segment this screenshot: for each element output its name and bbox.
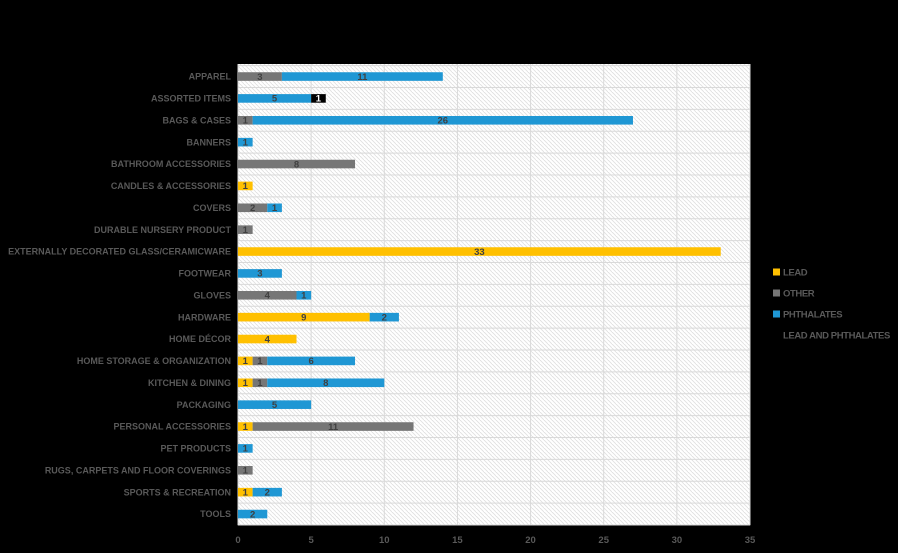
svg-text:KITCHEN & DINING: KITCHEN & DINING [148, 378, 231, 388]
svg-text:BATHROOM ACCESSORIES: BATHROOM ACCESSORIES [111, 159, 231, 169]
svg-text:11: 11 [328, 422, 339, 433]
svg-text:RUGS, CARPETS AND FLOOR COVERI: RUGS, CARPETS AND FLOOR COVERINGS [45, 465, 231, 475]
svg-text:BANNERS: BANNERS [186, 137, 231, 147]
svg-text:PERSONAL ACCESSORIES: PERSONAL ACCESSORIES [113, 422, 231, 432]
svg-text:LEAD: LEAD [783, 267, 808, 278]
svg-text:4: 4 [265, 334, 271, 345]
svg-text:1: 1 [301, 291, 307, 302]
svg-text:30: 30 [672, 535, 683, 546]
svg-text:2: 2 [250, 509, 255, 520]
svg-text:1: 1 [243, 225, 249, 236]
svg-text:35: 35 [745, 535, 756, 546]
svg-text:1: 1 [257, 378, 263, 389]
svg-text:OTHER: OTHER [783, 288, 815, 299]
svg-text:0: 0 [235, 535, 240, 546]
svg-text:1: 1 [243, 444, 249, 455]
svg-text:2: 2 [382, 312, 387, 323]
svg-text:BAGS & CASES: BAGS & CASES [162, 115, 231, 125]
svg-text:1: 1 [243, 116, 249, 127]
svg-text:25: 25 [598, 535, 609, 546]
svg-text:EXTERNALLY DECORATED GLASS/CER: EXTERNALLY DECORATED GLASS/CERAMICWARE [8, 247, 231, 257]
svg-text:2: 2 [250, 203, 255, 214]
svg-text:20: 20 [525, 535, 536, 546]
svg-text:1: 1 [243, 378, 249, 389]
svg-text:1: 1 [243, 356, 249, 367]
svg-text:3: 3 [257, 72, 262, 83]
svg-text:HARDWARE: HARDWARE [178, 312, 231, 322]
svg-text:GLOVES: GLOVES [193, 290, 231, 300]
svg-text:ASSORTED ITEMS: ASSORTED ITEMS [151, 94, 231, 104]
svg-text:5: 5 [272, 94, 278, 105]
svg-text:6: 6 [308, 356, 313, 367]
svg-text:1: 1 [272, 203, 278, 214]
svg-text:LEAD AND PHTHALATES: LEAD AND PHTHALATES [783, 330, 890, 341]
svg-text:9: 9 [301, 312, 306, 323]
svg-text:1: 1 [243, 487, 249, 498]
svg-text:PET PRODUCTS: PET PRODUCTS [160, 444, 231, 454]
svg-text:1: 1 [257, 356, 263, 367]
svg-text:PHTHALATES: PHTHALATES [783, 309, 842, 320]
svg-text:COVERS: COVERS [193, 203, 231, 213]
svg-text:HOME DÉCOR: HOME DÉCOR [169, 334, 232, 344]
svg-text:10: 10 [379, 535, 390, 546]
svg-text:15: 15 [452, 535, 463, 546]
svg-text:CANDLES & ACCESSORIES: CANDLES & ACCESSORIES [111, 181, 231, 191]
svg-text:5: 5 [308, 535, 314, 546]
svg-text:8: 8 [294, 159, 299, 170]
svg-text:TOOLS: TOOLS [200, 509, 231, 519]
svg-text:PACKAGING: PACKAGING [177, 400, 231, 410]
svg-text:1: 1 [243, 181, 249, 192]
svg-text:26: 26 [438, 116, 449, 127]
svg-text:SPORTS & RECREATION: SPORTS & RECREATION [124, 487, 231, 497]
svg-text:33: 33 [474, 247, 485, 258]
svg-text:5: 5 [272, 400, 278, 411]
svg-text:11: 11 [357, 72, 368, 83]
svg-text:4: 4 [265, 291, 271, 302]
svg-text:1: 1 [243, 422, 249, 433]
svg-text:1: 1 [243, 137, 249, 148]
svg-text:8: 8 [323, 378, 328, 389]
svg-text:FOOTWEAR: FOOTWEAR [179, 269, 232, 279]
svg-text:1: 1 [316, 94, 322, 105]
svg-text:3: 3 [257, 269, 262, 280]
svg-text:HOME STORAGE & ORGANIZATION: HOME STORAGE & ORGANIZATION [77, 356, 231, 366]
svg-text:DURABLE NURSERY PRODUCT: DURABLE NURSERY PRODUCT [94, 225, 232, 235]
svg-text:APPAREL: APPAREL [189, 72, 232, 82]
svg-text:2: 2 [265, 487, 270, 498]
svg-text:1: 1 [243, 466, 249, 477]
